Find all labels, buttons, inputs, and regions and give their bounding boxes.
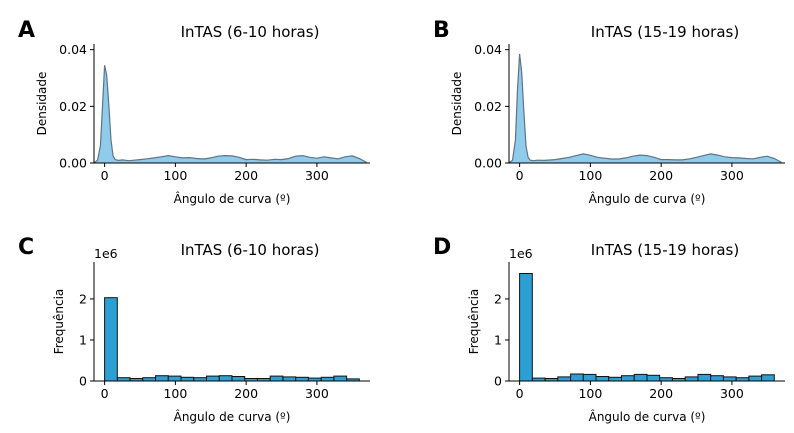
x-tick-label-c: 200	[234, 386, 258, 401]
panel-c: C InTAS (6-10 horas) 1e6 0 100 200 300 0 1 2 Ângu…	[18, 235, 370, 424]
y-tick-label-a: 0.00	[59, 156, 87, 171]
x-tick-label-c: 100	[163, 386, 187, 401]
x-tick-label-b: 300	[720, 168, 744, 183]
x-tick-label-a: 0	[101, 168, 109, 183]
density-line-a	[93, 65, 367, 164]
histogram-bar-d	[595, 376, 610, 382]
x-tick-label-b: 100	[578, 168, 602, 183]
y-tick-label-a: 0.02	[59, 99, 87, 114]
histogram-bar-d	[621, 375, 635, 382]
y-tick-label-b: 0.02	[474, 99, 502, 114]
histogram-bar-d	[570, 373, 584, 382]
x-tick-label-a: 100	[163, 168, 187, 183]
y-tick-label-d: 0	[494, 374, 502, 389]
histogram-bar-d	[697, 373, 712, 382]
panel-letter-b: B	[433, 18, 450, 43]
chart-title-d: InTAS (15-19 horas)	[591, 241, 739, 259]
histogram-bar-d	[684, 376, 699, 382]
histogram-bar-d	[710, 375, 724, 382]
x-tick-label-d: 200	[649, 386, 673, 401]
panel-d: D InTAS (15-19 horas) 1e6 0 100 200 300 0 1 2 Âng…	[433, 235, 785, 424]
histogram-bar-d	[608, 376, 622, 382]
y-tick-label-b: 0.00	[474, 156, 502, 171]
y-tick-label-d: 1	[494, 332, 502, 347]
x-tick-label-c: 0	[101, 386, 109, 401]
y-tick-label-a: 0.04	[59, 42, 87, 57]
histogram-bar-c	[269, 375, 284, 382]
x-tick-label-d: 100	[578, 386, 602, 401]
histogram-bar-d	[582, 373, 597, 382]
x-tick-label-b: 200	[649, 168, 673, 183]
panel-letter-d: D	[433, 235, 451, 260]
histogram-bar-c	[167, 375, 182, 382]
y-tick-label-d: 2	[494, 291, 502, 306]
x-axis-label-b: Ângulo de curva (º)	[589, 191, 706, 206]
histogram-bar-c	[231, 376, 246, 382]
y-tick-label-b: 0.04	[474, 42, 502, 57]
y-tick-label-c: 0	[79, 374, 87, 389]
panel-letter-a: A	[18, 18, 35, 43]
x-axis-label-d: Ângulo de curva (º)	[589, 409, 706, 424]
x-tick-label-d: 300	[720, 386, 744, 401]
y-axis-label-a: Densidade	[35, 72, 49, 136]
panel-letter-c: C	[18, 235, 34, 260]
y-tick-label-c: 2	[79, 291, 87, 306]
y-axis-label-d: Frequência	[467, 289, 481, 355]
histogram-bar-d	[646, 374, 661, 382]
histogram-bar-d	[557, 376, 571, 382]
histogram-bar-d	[633, 373, 648, 382]
density-line-b	[508, 53, 782, 164]
histogram-bar-c	[104, 297, 118, 382]
density-area-a	[94, 65, 367, 163]
x-tick-label-a: 300	[305, 168, 329, 183]
histogram-bar-c	[295, 376, 309, 382]
y-tick-label-c: 1	[79, 332, 87, 347]
y-axis-label-b: Densidade	[450, 72, 464, 136]
y-axis-label-c: Frequência	[52, 289, 66, 355]
histogram-bar-c	[155, 375, 169, 382]
x-tick-label-b: 0	[516, 168, 524, 183]
chart-title-c: InTAS (6-10 horas)	[181, 241, 320, 259]
x-tick-label-a: 200	[234, 168, 258, 183]
histogram-bar-d	[519, 273, 533, 382]
density-area-b	[509, 53, 782, 163]
x-tick-label-c: 300	[305, 386, 329, 401]
y-offset-label-c: 1e6	[94, 246, 118, 261]
chart-title-b: InTAS (15-19 horas)	[591, 23, 739, 41]
panel-b: B InTAS (15-19 horas) 0 100 200 300 0.00 0.02 0…	[433, 18, 785, 206]
y-offset-label-d: 1e6	[509, 246, 533, 261]
histogram-bar-c	[320, 376, 335, 382]
histogram-bar-d	[748, 375, 763, 382]
x-tick-label-d: 0	[516, 386, 524, 401]
histogram-bar-d	[761, 374, 775, 382]
histogram-bar-c	[282, 376, 297, 382]
x-axis-label-a: Ângulo de curva (º)	[174, 191, 291, 206]
panel-a: A InTAS (6-10 horas) 0 100 200 300 0.00 0.02 0.…	[18, 18, 370, 206]
histogram-bar-c	[206, 375, 220, 382]
chart-title-a: InTAS (6-10 horas)	[181, 23, 320, 41]
x-axis-label-c: Ângulo de curva (º)	[174, 409, 291, 424]
histogram-bar-d	[722, 376, 737, 382]
histogram-bar-c	[333, 375, 348, 382]
histogram-bar-c	[218, 375, 233, 382]
histogram-bar-c	[180, 376, 195, 382]
